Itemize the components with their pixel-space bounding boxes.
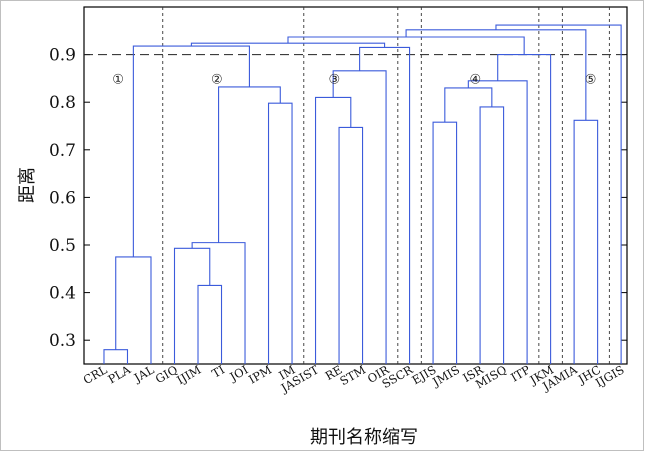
y-tick-label: 0.7 bbox=[49, 141, 76, 161]
dendrogram-link bbox=[132, 45, 250, 257]
plot-frame bbox=[83, 6, 628, 365]
dendrogram-link bbox=[190, 42, 386, 48]
x-axis-title: 期刊名称缩写 bbox=[310, 427, 418, 448]
y-tick-label: 0.4 bbox=[49, 284, 76, 304]
y-axis-title: 距离 bbox=[17, 167, 38, 203]
cluster-number-label: ⑤ bbox=[585, 72, 597, 87]
y-tick-label: 0.9 bbox=[49, 46, 76, 66]
dendrogram-links bbox=[103, 24, 622, 364]
dendrogram-link bbox=[115, 256, 152, 364]
cluster-number-label: ③ bbox=[329, 72, 341, 87]
dendrogram-link bbox=[338, 126, 364, 364]
dendrogram-link bbox=[103, 349, 129, 364]
dendrogram-link bbox=[467, 80, 528, 364]
cluster-number-label: ① bbox=[112, 72, 124, 87]
dendrogram-link bbox=[497, 54, 552, 364]
leaf-label: TI bbox=[209, 362, 227, 380]
y-tick-label: 0.5 bbox=[49, 236, 76, 256]
dendrogram-link bbox=[287, 36, 525, 55]
dendrogram-link bbox=[191, 242, 246, 364]
dendrogram-link bbox=[332, 70, 387, 364]
axes: 0.3 0.4 0.5 0.6 0.7 0.8 0.9 bbox=[49, 6, 628, 365]
dendrogram-link bbox=[479, 106, 505, 364]
dendrogram-link bbox=[495, 24, 622, 364]
dendrogram-link bbox=[444, 87, 493, 123]
dendrogram-link bbox=[218, 86, 281, 243]
leaf-label: IPM bbox=[246, 362, 274, 386]
leaf-label: IJIM bbox=[174, 362, 203, 387]
leaf-label: JMIS bbox=[429, 362, 462, 389]
dendrogram-link bbox=[359, 46, 411, 364]
dendrogram-link bbox=[173, 247, 211, 364]
cluster-number-label: ④ bbox=[470, 72, 482, 87]
dendrogram-link bbox=[267, 102, 293, 364]
dendrogram-link bbox=[314, 96, 352, 364]
y-tick-label: 0.8 bbox=[49, 93, 76, 113]
y-tick-label: 0.6 bbox=[49, 188, 76, 208]
leaf-label: PLA bbox=[105, 362, 133, 386]
dendrogram-link bbox=[573, 119, 599, 364]
y-tick-label: 0.3 bbox=[49, 331, 76, 351]
dendrogram-link bbox=[432, 121, 458, 364]
cluster-number-label: ② bbox=[211, 72, 223, 87]
leaf-label: STM bbox=[337, 362, 368, 388]
dendrogram-link bbox=[197, 284, 223, 364]
